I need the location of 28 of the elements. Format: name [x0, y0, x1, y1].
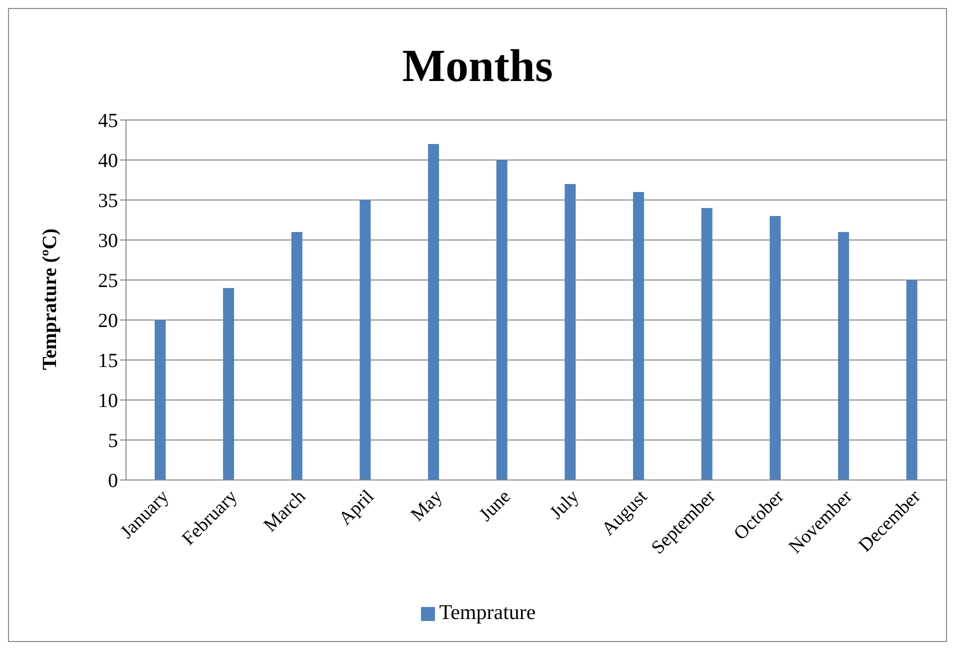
- y-axis-title: Temprature (ºC): [39, 228, 62, 370]
- y-tick-label: 30: [98, 230, 118, 252]
- legend-label: Temprature: [439, 600, 536, 624]
- bar: [428, 144, 440, 480]
- x-tick-label: July: [546, 486, 584, 524]
- y-tick-label: 45: [98, 110, 118, 132]
- y-tick-label: 15: [98, 350, 118, 372]
- bar: [701, 208, 712, 480]
- bar: [633, 192, 644, 480]
- bar: [154, 320, 166, 480]
- bar: [564, 184, 576, 480]
- y-tick-label: 35: [98, 190, 118, 212]
- bar: [223, 288, 234, 480]
- y-tick-label: 5: [108, 430, 118, 452]
- bar: [838, 232, 850, 480]
- x-tick-label: June: [475, 486, 515, 526]
- y-tick-label: 40: [98, 150, 118, 172]
- y-tick-label: 10: [98, 390, 118, 412]
- bar: [360, 200, 371, 480]
- x-tick-label: May: [407, 486, 447, 526]
- bar: [496, 160, 508, 480]
- chart-title: Months: [401, 39, 554, 92]
- y-tick-label: 20: [98, 310, 118, 332]
- y-tick-label: 25: [98, 270, 118, 292]
- bar: [770, 216, 781, 480]
- bar: [291, 232, 302, 480]
- bar: [906, 280, 918, 480]
- y-tick-label: 0: [108, 470, 118, 492]
